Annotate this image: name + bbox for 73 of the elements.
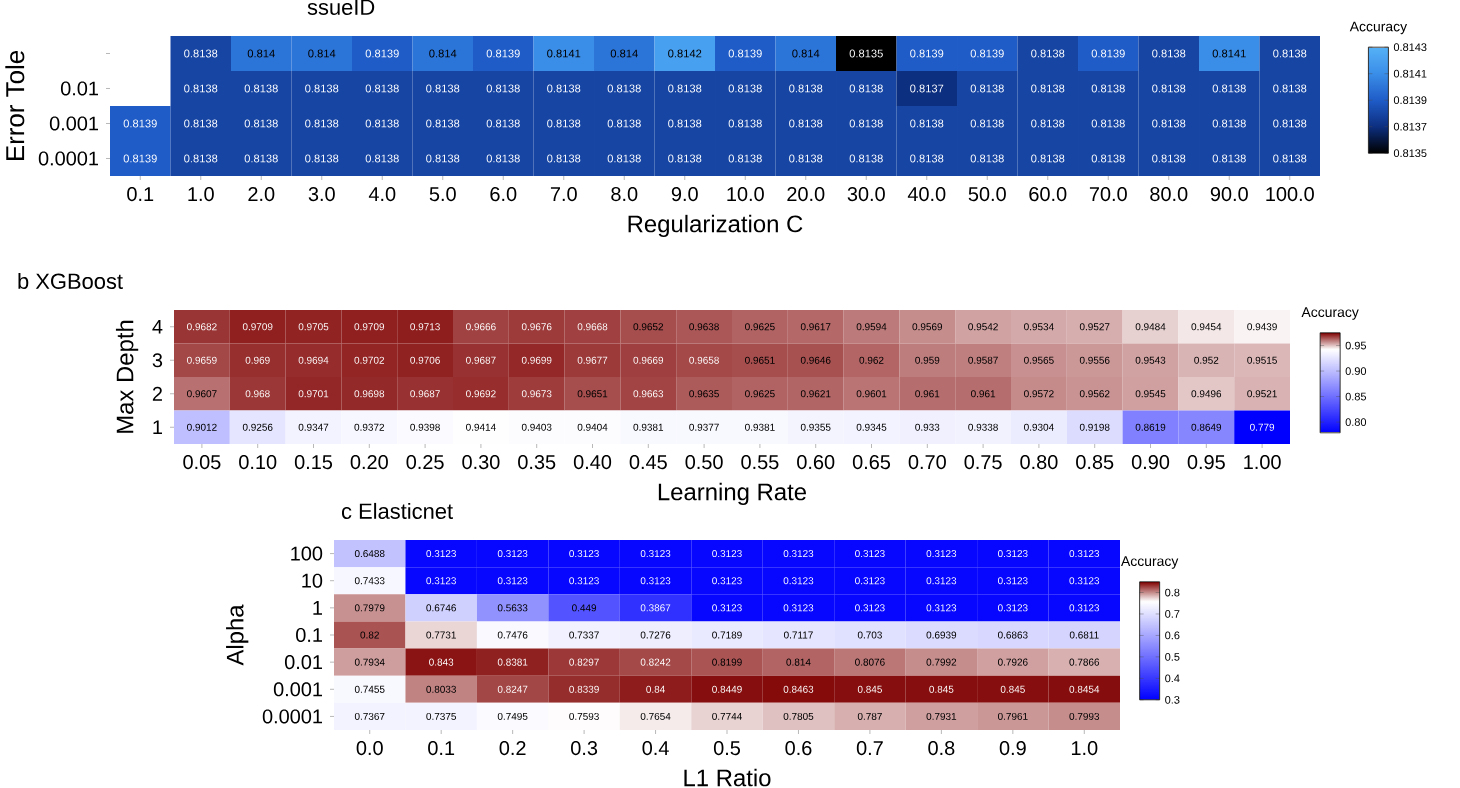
x-tick-label: 0.55: [741, 455, 779, 470]
x-tick-label: 80.0: [1150, 187, 1188, 202]
y-axis-title: Max Depth: [115, 320, 139, 433]
y-tick-label: 10: [302, 573, 323, 588]
y-tick-label: 4: [152, 319, 163, 334]
x-tick-label: 0.35: [518, 455, 556, 470]
x-tick-label: 0.20: [350, 455, 388, 470]
x-tick-label: 0.95: [1187, 455, 1225, 470]
x-axis-title: L1 Ratio: [684, 768, 771, 787]
y-tick-label: 0.001: [49, 116, 98, 131]
x-tick-label: 0.50: [685, 455, 723, 470]
x-tick-label: 4.0: [368, 187, 396, 202]
x-tick-label: 8.0: [611, 187, 638, 202]
x-tick-label: 0.65: [852, 455, 891, 470]
y-tick-label: 1: [153, 420, 162, 435]
x-tick-label: 0.5: [713, 741, 741, 756]
y-tick-label: 0.001: [273, 682, 322, 697]
chart-title: ssueID: [307, 0, 375, 15]
x-tick-label: 0.0: [356, 741, 383, 756]
x-tick-label: 0.9: [999, 741, 1026, 756]
y-tick-label: 100: [291, 546, 323, 561]
x-tick-label: 0.6: [785, 741, 812, 756]
x-tick-label: 0.25: [406, 455, 444, 470]
x-tick-label: 7.0: [550, 187, 577, 202]
y-tick-label: 3: [152, 353, 163, 368]
x-tick-label: 0.3: [571, 741, 598, 756]
y-tick-label: 0.0001: [262, 709, 322, 724]
x-tick-label: 1.0: [1071, 741, 1098, 756]
x-tick-label: 40.0: [907, 187, 946, 202]
x-tick-label: 30.0: [847, 187, 885, 202]
x-tick-label: 9.0: [671, 187, 698, 202]
y-tick-label: 2: [152, 386, 162, 401]
x-tick-label: 0.70: [908, 455, 946, 470]
x-tick-label: 0.8: [928, 741, 955, 756]
x-tick-label: 0.1: [428, 741, 455, 756]
y-tick-label: 0.01: [284, 655, 322, 670]
y-tick-label: 0.0001: [38, 151, 98, 166]
x-tick-label: 0.05: [183, 455, 221, 470]
x-tick-label: 100.0: [1266, 187, 1314, 202]
x-tick-label: 0.4: [642, 741, 669, 756]
chart-title: b XGBoost: [18, 272, 123, 290]
y-tick-label: 0.1: [296, 627, 323, 643]
x-tick-label: 1.0: [188, 187, 214, 202]
x-tick-label: 70.0: [1089, 187, 1127, 202]
x-tick-label: 10.0: [727, 187, 764, 202]
x-tick-label: 6.0: [490, 187, 517, 202]
x-tick-label: 50.0: [968, 187, 1006, 202]
y-axis-title: Error Tole: [5, 50, 25, 161]
x-tick-label: 90.0: [1210, 187, 1248, 202]
x-tick-label: 5.0: [429, 187, 456, 202]
x-tick-label: 0.2: [499, 741, 526, 756]
x-tick-label: 0.45: [629, 455, 667, 470]
x-tick-label: 2.0: [248, 187, 275, 202]
x-tick-label: 0.30: [462, 455, 500, 470]
x-tick-label: 0.7: [856, 741, 883, 756]
x-tick-label: 0.40: [573, 455, 612, 470]
x-tick-label: 0.90: [1131, 455, 1170, 470]
x-axis-title: Learning Rate: [658, 482, 806, 506]
chart-title: c Elasticnet: [341, 502, 453, 519]
x-tick-label: 0.85: [1076, 455, 1114, 470]
y-tick-label: 0.01: [60, 81, 98, 96]
x-tick-label: 60.0: [1029, 187, 1067, 202]
x-tick-label: 3.0: [308, 187, 335, 202]
x-tick-label: 0.10: [239, 455, 277, 470]
x-tick-label: 1.00: [1244, 455, 1281, 470]
x-tick-label: 0.75: [964, 455, 1002, 470]
y-tick-label: 1: [313, 600, 323, 615]
y-axis-title: Alpha: [226, 604, 249, 666]
x-axis-title: Regularization C: [628, 214, 803, 238]
x-tick-label: 0.60: [797, 455, 835, 470]
x-tick-label: 0.80: [1020, 455, 1058, 470]
x-tick-label: 20.0: [787, 187, 825, 202]
x-tick-label: 0.15: [294, 455, 333, 470]
